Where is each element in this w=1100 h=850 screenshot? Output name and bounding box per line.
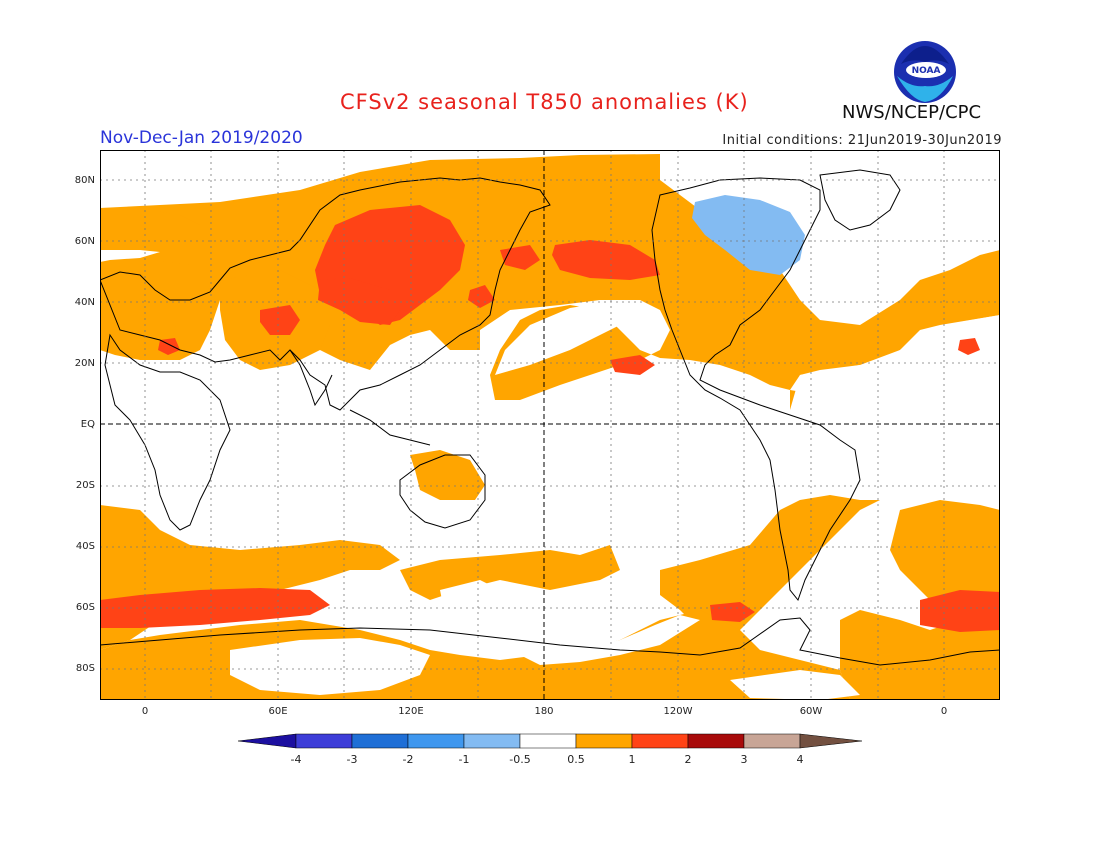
lat-label-eq: EQ <box>80 419 95 430</box>
legend-tick-label: -1 <box>459 753 470 766</box>
legend-swatch-4 <box>463 733 521 749</box>
legend-swatch-10 <box>799 733 862 749</box>
color-legend: -4 -3 -2 -1 -0.5 0.5 1 2 3 4 <box>238 733 862 766</box>
lon-label-120w: 120W <box>663 706 693 717</box>
lon-label-0-right: 0 <box>940 706 948 717</box>
lat-label-60s: 60S <box>75 602 95 613</box>
initial-conditions: Initial conditions: 21Jun2019-30Jun2019 <box>722 133 1002 148</box>
legend-swatch-3 <box>407 733 465 749</box>
lon-label-0: 0 <box>141 706 149 717</box>
legend-tick-label: 4 <box>797 753 804 766</box>
lat-label-40n: 40N <box>74 297 95 308</box>
legend-swatch-6 <box>575 733 633 749</box>
lat-label-20n: 20N <box>74 358 95 369</box>
agency-label: NWS/NCEP/CPC <box>842 102 982 123</box>
anomaly-map <box>100 150 1000 700</box>
legend-tick-label: 3 <box>741 753 748 766</box>
legend-tick-label: -3 <box>347 753 358 766</box>
lon-label-120e: 120E <box>398 706 424 717</box>
legend-swatch-9 <box>743 733 801 749</box>
lat-label-80n: 80N <box>74 175 95 186</box>
legend-swatch-8 <box>687 733 745 749</box>
map-title: CFSv2 seasonal T850 anomalies (K) <box>340 90 749 114</box>
legend-tick-label: -4 <box>291 753 302 766</box>
lon-label-180: 180 <box>534 706 554 717</box>
lon-label-60w: 60W <box>799 706 823 717</box>
lat-label-60n: 60N <box>74 236 95 247</box>
logo-text: NOAA <box>912 66 941 76</box>
legend-swatch-7 <box>631 733 689 749</box>
forecast-period: Nov-Dec-Jan 2019/2020 <box>100 128 303 148</box>
lat-label-80s: 80S <box>75 663 95 674</box>
noaa-logo: NOAA <box>894 41 956 103</box>
anomaly-regions-cool <box>692 195 805 275</box>
legend-tick-label: 1 <box>629 753 636 766</box>
legend-swatch-1 <box>295 733 353 749</box>
legend-tick-label: -0.5 <box>509 753 530 766</box>
map-frame <box>100 150 1000 700</box>
neutral-regions <box>100 250 1000 700</box>
coastlines <box>100 169 1000 666</box>
lat-label-20s: 20S <box>75 480 95 491</box>
legend-swatch-5 <box>519 733 577 749</box>
legend-swatch-0 <box>238 733 297 749</box>
legend-tick-label: -2 <box>403 753 414 766</box>
legend-tick-label: 2 <box>685 753 692 766</box>
lon-label-60e: 60E <box>268 706 288 717</box>
equator-dateline <box>100 150 1000 700</box>
grid-lines <box>100 150 1000 700</box>
legend-swatch-2 <box>351 733 409 749</box>
lat-label-40s: 40S <box>75 541 95 552</box>
legend-tick-label: 0.5 <box>567 753 585 766</box>
